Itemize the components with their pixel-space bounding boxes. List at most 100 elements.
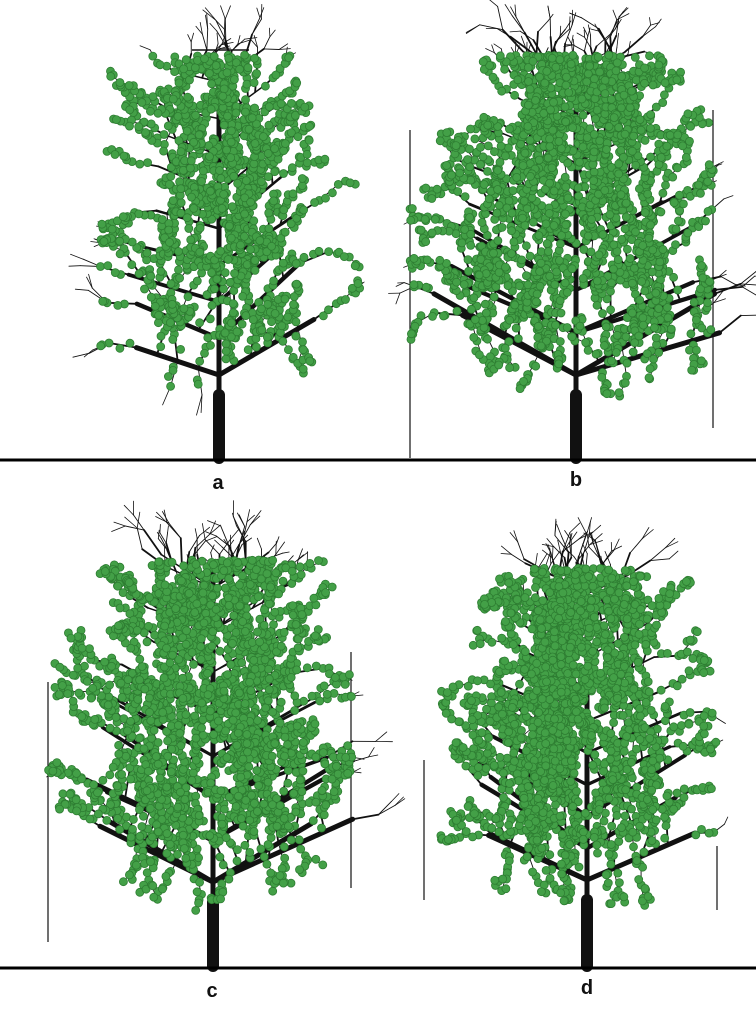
leaf <box>286 219 296 229</box>
twig <box>74 288 89 291</box>
twig <box>86 276 93 289</box>
leaf <box>477 316 487 325</box>
twig <box>718 314 742 334</box>
leaf <box>464 144 474 154</box>
leaf <box>179 64 189 74</box>
leaf <box>562 287 572 297</box>
leaf <box>207 268 217 278</box>
leaf <box>333 179 343 189</box>
leaf <box>669 272 678 282</box>
twig <box>68 265 81 267</box>
twig <box>216 32 219 45</box>
leaf <box>345 178 355 188</box>
leaf <box>219 189 229 199</box>
twig <box>215 20 225 30</box>
leaf <box>479 323 489 333</box>
leaf <box>305 121 314 131</box>
twig <box>559 25 562 36</box>
leaf <box>609 240 619 250</box>
leaf <box>195 247 205 257</box>
leaf <box>209 52 219 61</box>
leaf <box>591 349 601 359</box>
leaf <box>170 67 180 76</box>
leaf <box>276 233 286 243</box>
leaf <box>696 188 705 198</box>
leaf <box>492 208 502 218</box>
leaf <box>182 213 192 223</box>
twig <box>202 9 217 21</box>
leaf <box>205 186 215 196</box>
leaf <box>500 343 510 353</box>
leaf <box>522 241 531 251</box>
leaf <box>115 249 125 259</box>
leaf <box>186 235 196 245</box>
leaf <box>701 216 710 226</box>
leaf <box>583 231 593 241</box>
leaf <box>489 248 498 258</box>
leaf <box>519 196 529 206</box>
leaf <box>469 293 479 303</box>
leaf <box>435 136 445 146</box>
leaf <box>466 240 476 250</box>
leaf <box>204 69 214 78</box>
leaf <box>118 212 128 222</box>
leaf <box>567 332 577 342</box>
leaf <box>704 160 714 170</box>
leaf <box>222 145 232 155</box>
leaf <box>644 233 654 243</box>
leaf <box>200 348 209 358</box>
leaf <box>409 280 419 290</box>
leaf <box>314 246 324 256</box>
leaf <box>304 135 314 145</box>
twig <box>581 17 600 30</box>
leaf <box>288 189 298 199</box>
leaf <box>124 81 134 90</box>
leaf <box>654 348 664 357</box>
twig <box>256 7 261 19</box>
leaf <box>250 103 260 113</box>
leaf <box>686 329 696 339</box>
leaf <box>483 166 492 176</box>
leaf <box>148 92 158 101</box>
leaf <box>250 139 260 148</box>
leaf <box>489 292 499 302</box>
leaf <box>146 292 156 302</box>
leaf <box>494 200 504 210</box>
leaf <box>607 356 616 366</box>
twig <box>190 32 195 43</box>
leaf <box>119 151 129 161</box>
leaf <box>533 321 543 331</box>
leaf <box>410 321 420 331</box>
leaf <box>466 229 476 239</box>
leaf <box>229 171 239 181</box>
leaf <box>225 277 235 287</box>
leaf <box>140 284 149 294</box>
leaf <box>115 236 125 246</box>
twig <box>547 5 551 20</box>
leaf <box>250 53 260 63</box>
leaf <box>278 336 288 346</box>
leaf <box>409 253 419 263</box>
leaf <box>531 361 541 371</box>
leaf <box>207 300 217 310</box>
leaf <box>655 257 665 267</box>
leaf <box>614 388 624 398</box>
leaf <box>292 279 301 289</box>
leaf <box>235 64 245 74</box>
leaf <box>479 180 489 189</box>
leaf <box>292 78 302 88</box>
leaf <box>555 256 564 265</box>
leaf <box>194 130 204 140</box>
leaf <box>634 331 644 341</box>
leaf <box>159 146 169 156</box>
leaf <box>223 255 233 264</box>
leaf <box>241 95 250 105</box>
leaf <box>174 265 183 275</box>
leaf <box>241 176 251 186</box>
leaf <box>625 254 635 263</box>
leaf <box>598 309 607 318</box>
leaf <box>509 237 519 247</box>
leaf <box>248 315 258 325</box>
twig <box>567 36 572 45</box>
